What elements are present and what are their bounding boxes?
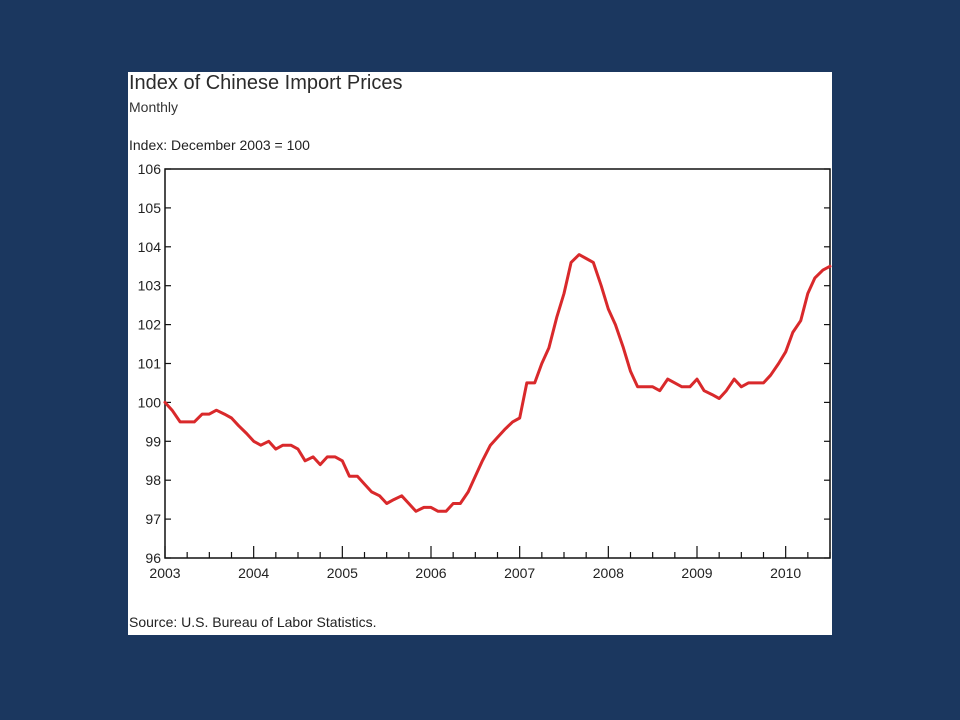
y-axis-unit-label: Index: December 2003 = 100: [129, 137, 310, 153]
y-tick-label: 96: [145, 550, 161, 566]
y-axis: 96 97 98 99 100 101 102 103 104 105 106: [138, 161, 830, 566]
x-tick-label: 2009: [681, 565, 712, 581]
y-tick-label: 103: [138, 278, 162, 294]
x-tick-label: 2005: [327, 565, 358, 581]
source-note: Source: U.S. Bureau of Labor Statistics.: [129, 614, 377, 630]
y-tick-label: 101: [138, 356, 162, 372]
x-tick-label: 2003: [149, 565, 180, 581]
y-tick-label: 100: [138, 394, 162, 410]
series-line: [163, 253, 832, 513]
y-tick-label: 106: [138, 161, 162, 177]
x-tick-label: 2007: [504, 565, 535, 581]
x-axis: 2003 2004 2005 2006 2007 2008 2009 2010: [149, 546, 831, 581]
x-tick-label: 2004: [238, 565, 269, 581]
y-tick-label: 104: [138, 239, 162, 255]
x-tick-label: 2010: [770, 565, 801, 581]
y-tick-label: 99: [145, 433, 161, 449]
chart-panel: Index of Chinese Import Prices Monthly I…: [128, 72, 832, 635]
chart-subtitle: Monthly: [129, 99, 179, 115]
y-tick-label: 102: [138, 317, 162, 333]
plot-frame: [164, 168, 831, 559]
chart-title: Index of Chinese Import Prices: [129, 72, 403, 94]
x-tick-label: 2006: [415, 565, 446, 581]
y-tick-label: 97: [145, 511, 161, 527]
y-tick-label: 98: [145, 472, 161, 488]
x-tick-label: 2008: [593, 565, 624, 581]
y-tick-label: 105: [138, 200, 162, 216]
